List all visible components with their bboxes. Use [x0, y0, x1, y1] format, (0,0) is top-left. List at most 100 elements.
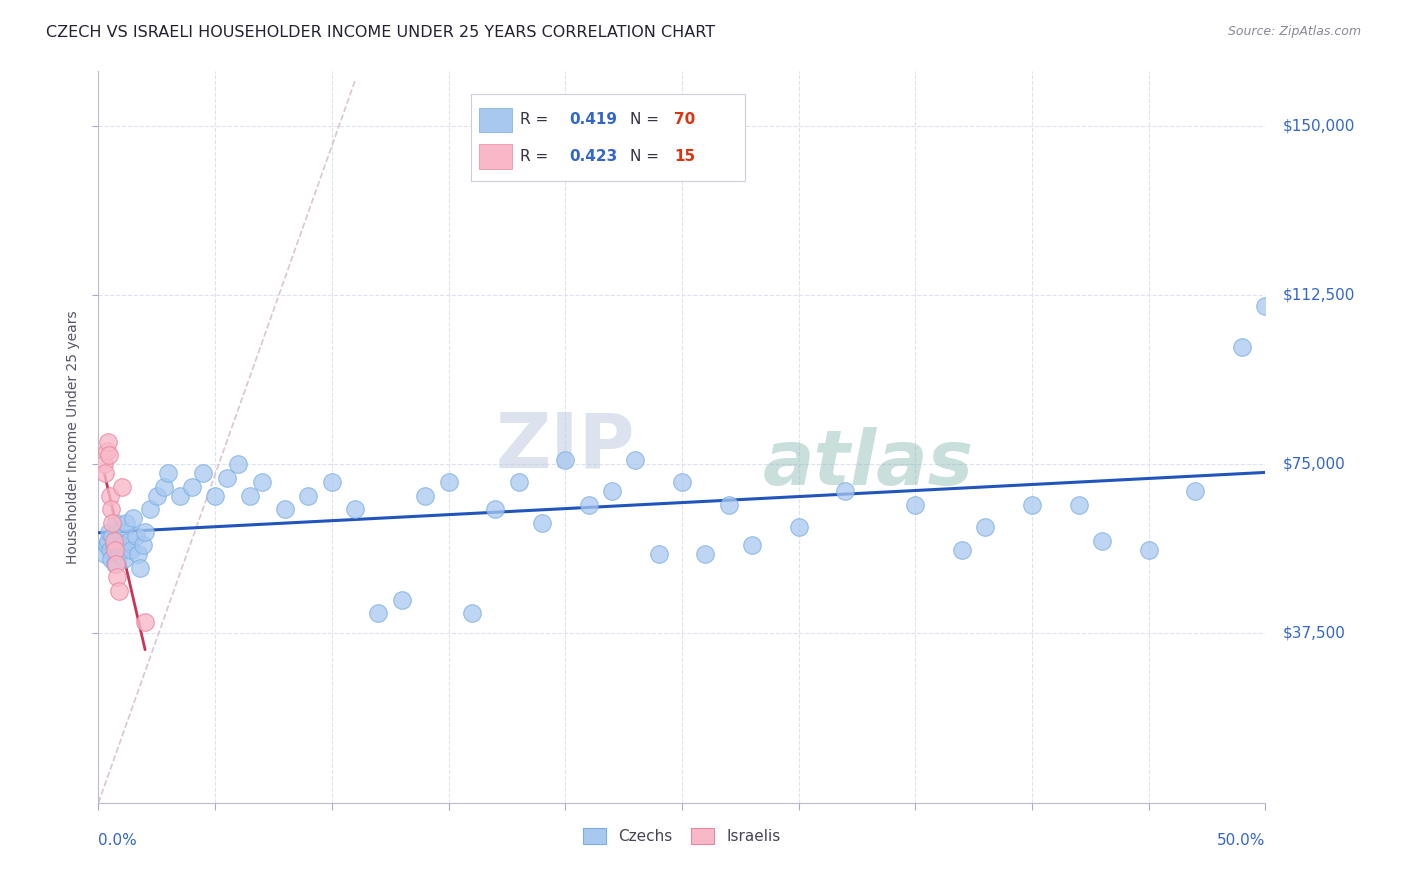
- Point: [484, 502, 506, 516]
- Point: [108, 548, 131, 562]
- Text: R =: R =: [520, 112, 554, 128]
- Text: 0.419: 0.419: [569, 112, 617, 128]
- Point: [508, 475, 530, 490]
- Point: [139, 502, 162, 516]
- Text: R =: R =: [520, 149, 554, 164]
- Point: [367, 606, 389, 620]
- Point: [904, 498, 927, 512]
- Point: [98, 543, 121, 558]
- Point: [1254, 299, 1277, 313]
- Point: [1230, 340, 1253, 354]
- Point: [98, 489, 121, 503]
- Point: [391, 592, 413, 607]
- Point: [193, 466, 215, 480]
- Point: [127, 548, 149, 562]
- Point: [297, 489, 319, 503]
- Text: CZECH VS ISRAELI HOUSEHOLDER INCOME UNDER 25 YEARS CORRELATION CHART: CZECH VS ISRAELI HOUSEHOLDER INCOME UNDE…: [46, 25, 716, 40]
- Point: [741, 538, 763, 552]
- Point: [129, 561, 152, 575]
- Point: [120, 543, 142, 558]
- Point: [834, 484, 856, 499]
- Point: [134, 615, 156, 630]
- Point: [321, 475, 343, 490]
- Point: [180, 480, 202, 494]
- Point: [413, 489, 436, 503]
- Point: [104, 557, 127, 571]
- Point: [125, 529, 148, 543]
- Point: [97, 533, 120, 548]
- Point: [104, 516, 127, 530]
- Text: ZIP: ZIP: [495, 409, 636, 483]
- Point: [104, 557, 127, 571]
- Point: [215, 471, 238, 485]
- Point: [110, 524, 132, 539]
- Point: [94, 466, 117, 480]
- Text: $75,000: $75,000: [1282, 457, 1346, 472]
- Point: [107, 543, 129, 558]
- Point: [112, 552, 135, 566]
- Point: [1184, 484, 1206, 499]
- Legend: Czechs, Israelis: Czechs, Israelis: [578, 822, 786, 850]
- Point: [461, 606, 484, 620]
- Point: [104, 543, 127, 558]
- Point: [94, 548, 117, 562]
- Text: $112,500: $112,500: [1282, 287, 1355, 302]
- Text: 0.0%: 0.0%: [98, 833, 138, 848]
- Point: [578, 498, 600, 512]
- Point: [239, 489, 262, 503]
- Point: [1067, 498, 1090, 512]
- Point: [111, 538, 134, 552]
- Point: [1091, 533, 1114, 548]
- Point: [228, 457, 250, 471]
- Point: [97, 434, 120, 449]
- Point: [1021, 498, 1043, 512]
- Point: [134, 524, 156, 539]
- Point: [115, 516, 138, 530]
- Point: [554, 452, 576, 467]
- Point: [204, 489, 226, 503]
- Point: [108, 583, 131, 598]
- Point: [671, 475, 693, 490]
- Point: [101, 529, 124, 543]
- Point: [600, 484, 623, 499]
- Text: 15: 15: [673, 149, 695, 164]
- Point: [105, 570, 128, 584]
- Point: [96, 538, 118, 552]
- Point: [96, 443, 118, 458]
- Point: [103, 533, 125, 548]
- Point: [111, 480, 134, 494]
- Point: [100, 502, 122, 516]
- Point: [146, 489, 169, 503]
- Point: [950, 543, 973, 558]
- Text: Source: ZipAtlas.com: Source: ZipAtlas.com: [1227, 25, 1361, 38]
- Point: [717, 498, 740, 512]
- Point: [122, 511, 145, 525]
- Text: N =: N =: [630, 149, 664, 164]
- Point: [100, 552, 122, 566]
- Point: [530, 516, 553, 530]
- Point: [97, 524, 120, 539]
- Point: [132, 538, 155, 552]
- Point: [105, 533, 128, 548]
- Text: N =: N =: [630, 112, 664, 128]
- Text: 50.0%: 50.0%: [1218, 833, 1265, 848]
- Point: [274, 502, 297, 516]
- Text: 0.423: 0.423: [569, 149, 619, 164]
- Point: [152, 480, 174, 494]
- Point: [624, 452, 647, 467]
- Point: [974, 520, 997, 534]
- Point: [118, 533, 141, 548]
- Point: [93, 457, 115, 471]
- Point: [647, 548, 669, 562]
- Text: $150,000: $150,000: [1282, 118, 1355, 133]
- Point: [695, 548, 717, 562]
- Y-axis label: Householder Income Under 25 years: Householder Income Under 25 years: [66, 310, 80, 564]
- Point: [169, 489, 191, 503]
- Point: [97, 448, 120, 462]
- Point: [344, 502, 367, 516]
- Point: [250, 475, 273, 490]
- Text: 70: 70: [673, 112, 695, 128]
- Point: [437, 475, 460, 490]
- Point: [787, 520, 810, 534]
- Point: [101, 516, 124, 530]
